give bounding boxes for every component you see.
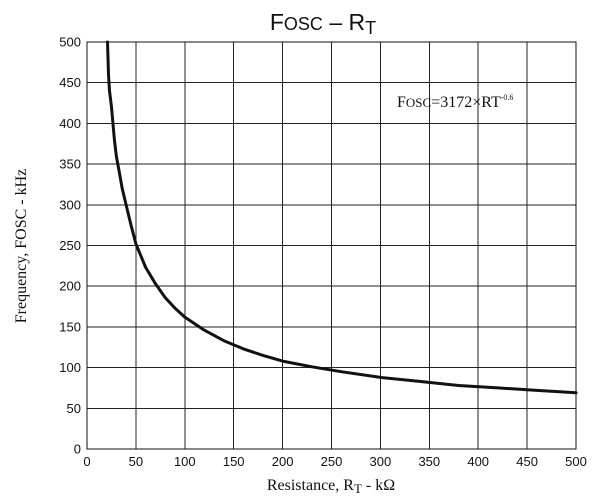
chart-title: FOSC – RT: [270, 9, 376, 38]
x-tick-label-100: 100: [174, 454, 196, 469]
x-tick-label-350: 350: [418, 454, 440, 469]
y-tick-label-0: 0: [74, 442, 81, 457]
y-tick-label-150: 150: [59, 319, 81, 334]
y-tick-label-450: 450: [59, 75, 81, 90]
x-axis-label: Resistance, RT - kΩ: [267, 477, 395, 496]
x-tick-label-500: 500: [565, 454, 587, 469]
plot-frame: [86, 41, 577, 450]
title-osc: OSC: [284, 14, 323, 34]
y-tick-label-400: 400: [59, 116, 81, 131]
formula-annotation: FOSC=3172×RT-0.6: [397, 93, 513, 111]
formula-f: F: [397, 94, 406, 111]
y-tick-label-350: 350: [59, 157, 81, 172]
x-label-main: Resistance, R: [267, 477, 354, 494]
x-tick-label-50: 50: [129, 454, 143, 469]
title-r: R: [349, 9, 366, 35]
y-axis-label: Frequency, FOSC - kHz: [13, 169, 30, 324]
x-label-unit: - kΩ: [362, 477, 395, 494]
x-tick-label-400: 400: [467, 454, 489, 469]
x-tick-label-0: 0: [83, 454, 90, 469]
formula-osc: OSC: [406, 95, 431, 110]
x-tick-label-150: 150: [223, 454, 245, 469]
y-tick-label-500: 500: [59, 35, 81, 50]
formula-body: =3172×RT: [431, 94, 501, 111]
title-dash: –: [323, 9, 349, 35]
title-t: T: [365, 18, 376, 38]
x-tick-labels: 0 50 100 150 200 250 300 350 400 450 500: [83, 454, 586, 469]
formula-exponent: -0.6: [501, 93, 514, 102]
y-tick-label-300: 300: [59, 197, 81, 212]
y-tick-label-200: 200: [59, 279, 81, 294]
x-tick-label-250: 250: [321, 454, 343, 469]
series-line-0: [106, 40, 578, 395]
x-tick-label-450: 450: [516, 454, 538, 469]
series-group: [106, 40, 578, 395]
y-tick-label-250: 250: [59, 238, 81, 253]
y-tick-label-50: 50: [67, 401, 81, 416]
y-tick-labels: 0 50 100 150 200 250 300 350 400 450 500: [59, 35, 81, 457]
x-tick-label-200: 200: [272, 454, 294, 469]
y-tick-label-100: 100: [59, 360, 81, 375]
x-tick-label-300: 300: [370, 454, 392, 469]
x-label-sub: T: [354, 481, 362, 496]
title-f: F: [270, 9, 284, 35]
